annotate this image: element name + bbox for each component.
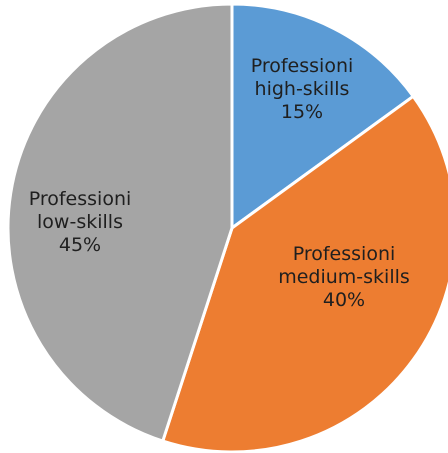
pie-data-label-line: 15% (281, 101, 323, 123)
pie-data-label-line: low-skills (37, 211, 123, 233)
pie-slices (6, 2, 448, 453)
pie-slice-2 (160, 94, 448, 453)
pie-slice-1 (230, 2, 416, 231)
pie-data-label-line: 40% (323, 289, 365, 311)
pie-data-label-line: Professioni (29, 188, 132, 210)
pie-data-label-2: Professioni medium-skills 40% (278, 243, 410, 311)
pie-data-label-line: 45% (59, 234, 101, 256)
pie-data-label-3: Professioni low-skills 45% (29, 188, 132, 256)
pie-labels: Professioni high-skills 15%Professioni medi… (29, 55, 410, 311)
pie-data-label-line: high-skills (255, 78, 350, 100)
pie-data-label-1: Professioni high-skills 15% (251, 55, 354, 123)
pie-data-label-line: Professioni (251, 55, 354, 77)
pie-data-label-line: Professioni (293, 243, 396, 265)
pie-slice-3 (6, 2, 234, 443)
pie-data-label-line: medium-skills (278, 266, 410, 288)
